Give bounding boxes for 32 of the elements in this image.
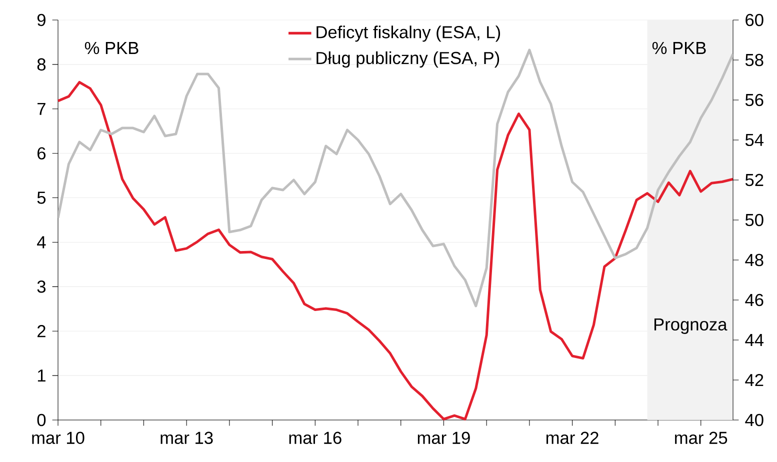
- x-tick-label: mar 13: [160, 432, 213, 444]
- x-tick-label: mar 22: [546, 432, 598, 444]
- band-label: Prognoza: [654, 318, 728, 334]
- x-tick-label: mar 25: [675, 432, 728, 444]
- y-tick-label: 7: [38, 102, 46, 115]
- y2-tick-label: 54: [745, 134, 764, 146]
- y-tick-label: 6: [38, 147, 46, 160]
- y-tick-label: 0: [37, 414, 46, 426]
- x-tick-label: mar 16: [289, 432, 342, 444]
- x-tick-label: mar 19: [418, 432, 470, 444]
- y-tick-label: 1: [38, 370, 46, 382]
- y-tick-label: 4: [37, 236, 46, 248]
- y2-tick-label: 50: [745, 214, 764, 226]
- y-tick-label: 2: [38, 325, 46, 338]
- y2-tick-label: 48: [745, 254, 764, 266]
- y2-tick-label: 58: [745, 54, 764, 66]
- y-tick-label: 3: [37, 280, 46, 293]
- y2-tick-label: 56: [745, 94, 764, 106]
- annotation: % PKB: [84, 42, 138, 54]
- legend-label: Dług publiczny (ESA, P): [316, 51, 500, 68]
- y-tick-label: 9: [37, 14, 46, 26]
- y2-tick-label: 44: [745, 334, 764, 346]
- y-tick-label: 8: [37, 58, 46, 71]
- y-tick-label: 5: [37, 192, 46, 204]
- legend-label: Deficyt fiskalny (ESA, L): [316, 26, 500, 42]
- y2-tick-label: 60: [746, 14, 764, 26]
- y2-tick-label: 40: [745, 414, 764, 426]
- x-tick-label: mar 10: [32, 432, 84, 444]
- y2-tick-label: 42: [745, 374, 764, 386]
- y2-tick-label: 46: [745, 294, 764, 306]
- y2-tick-label: 52: [745, 174, 764, 186]
- annotation: % PKB: [652, 42, 706, 54]
